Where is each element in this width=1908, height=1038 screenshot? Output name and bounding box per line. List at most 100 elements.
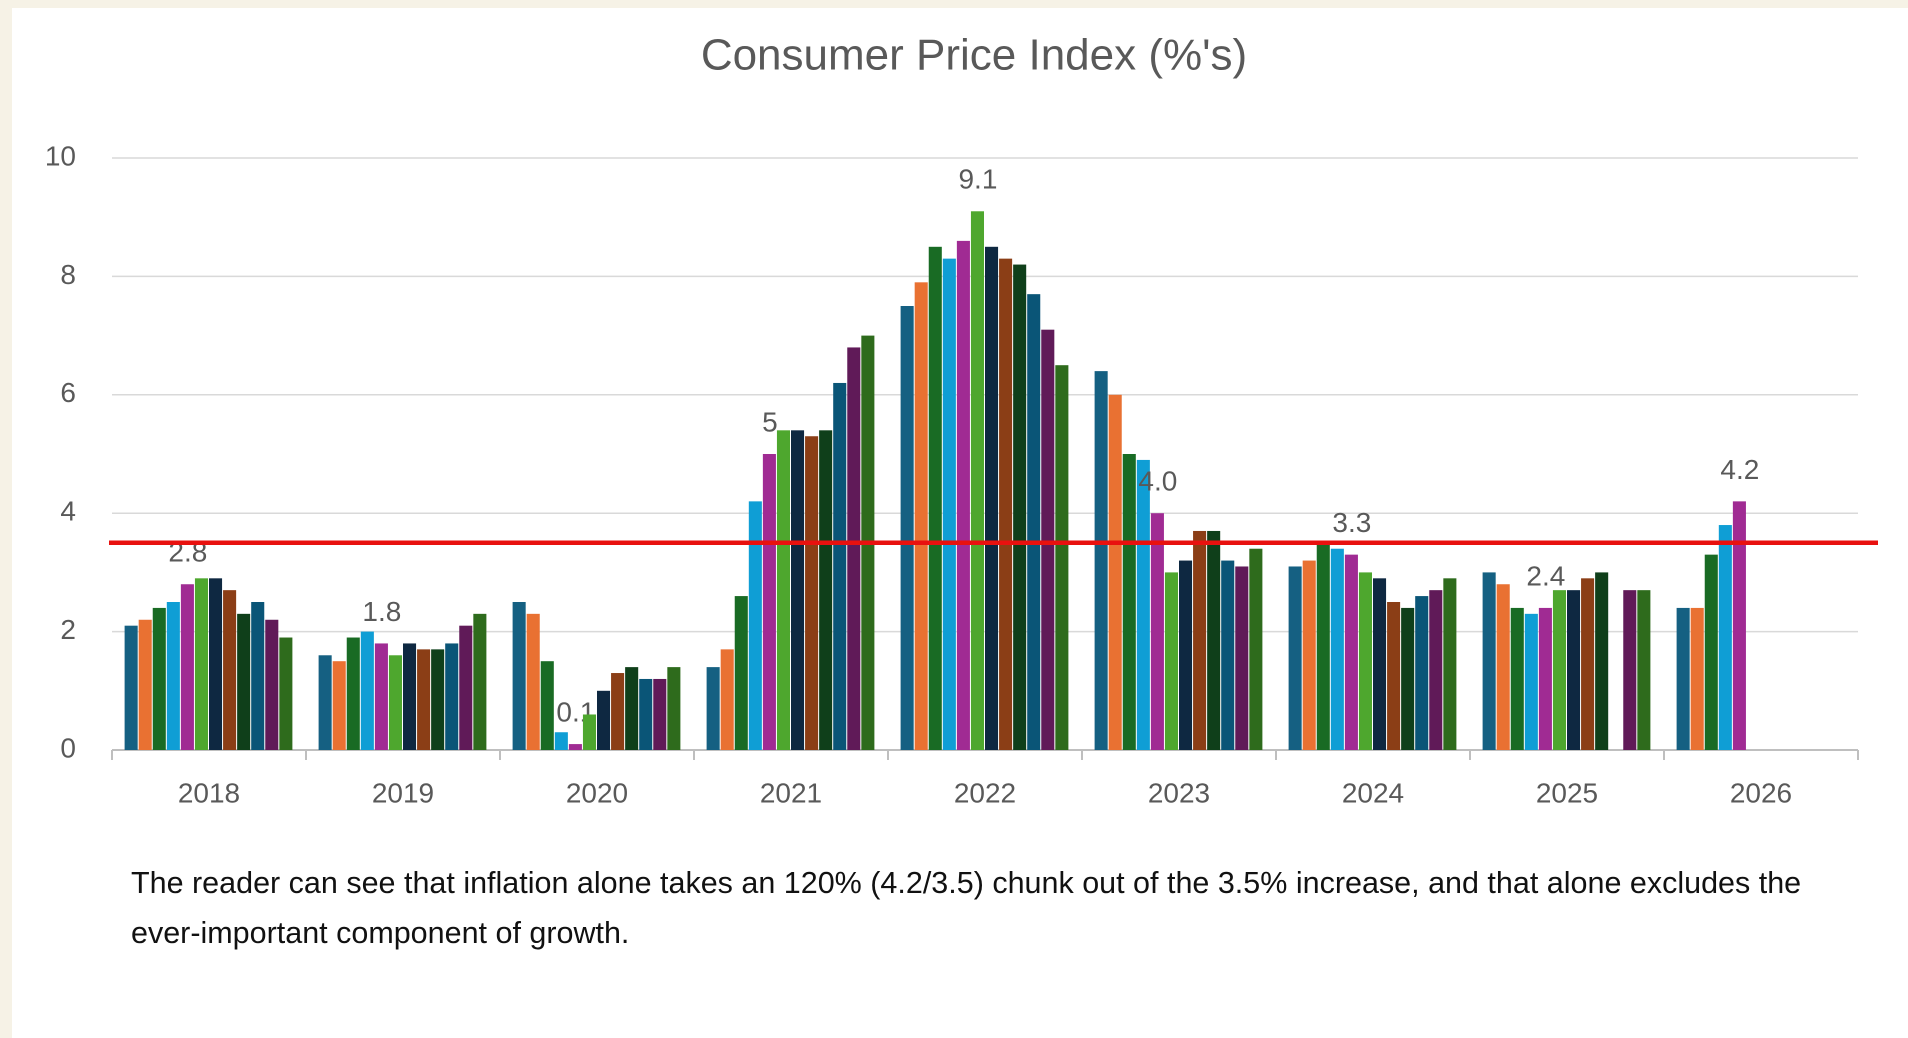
bar xyxy=(1288,566,1302,750)
bar xyxy=(956,240,970,750)
bar xyxy=(928,246,942,751)
y-tick-label: 6 xyxy=(60,377,76,408)
bar xyxy=(138,619,152,750)
bar xyxy=(734,596,748,750)
x-tick-label: 2026 xyxy=(1730,777,1792,808)
bar xyxy=(1055,365,1069,750)
bar xyxy=(1676,607,1690,750)
bar xyxy=(1401,607,1415,750)
chart-title: Consumer Price Index (%'s) xyxy=(701,31,1247,80)
bar xyxy=(914,282,928,750)
bar xyxy=(1623,590,1637,750)
data-label: 2.4 xyxy=(1526,560,1565,591)
note: The reader can see that inflation alone … xyxy=(131,866,1802,950)
bar xyxy=(1136,459,1150,750)
bar xyxy=(374,643,388,750)
bar xyxy=(1302,560,1316,750)
bar xyxy=(805,436,819,750)
bar xyxy=(1249,548,1263,750)
bar xyxy=(942,258,956,750)
bar xyxy=(1595,572,1609,750)
bar xyxy=(1027,294,1041,750)
bar xyxy=(209,578,223,750)
bar xyxy=(1482,572,1496,750)
x-tick-label: 2022 xyxy=(954,777,1016,808)
bar xyxy=(445,643,459,750)
bar xyxy=(819,430,833,750)
bar xyxy=(332,661,346,750)
bar xyxy=(265,619,279,750)
bar xyxy=(1164,572,1178,750)
bar xyxy=(1207,530,1221,750)
bar xyxy=(1330,548,1344,750)
bar xyxy=(554,732,568,750)
bar xyxy=(999,258,1013,750)
bar xyxy=(1221,560,1235,750)
x-tick-label: 2018 xyxy=(178,777,240,808)
bar xyxy=(346,637,360,750)
bar xyxy=(1041,329,1055,750)
bar xyxy=(1538,607,1552,750)
bar xyxy=(847,347,861,750)
y-tick-label: 10 xyxy=(45,140,76,171)
bar xyxy=(748,501,762,750)
bar xyxy=(1415,596,1429,750)
x-tick-label: 2023 xyxy=(1148,777,1210,808)
bar xyxy=(625,667,639,750)
bar xyxy=(762,454,776,750)
bar xyxy=(1567,590,1581,750)
bar xyxy=(1581,578,1595,750)
bar xyxy=(360,631,374,750)
bar xyxy=(582,714,596,750)
bar xyxy=(1524,613,1538,750)
bar xyxy=(900,306,914,750)
bar xyxy=(152,607,166,750)
bar xyxy=(403,643,417,750)
bar xyxy=(318,655,332,750)
bar xyxy=(1150,513,1164,750)
bar xyxy=(1496,584,1510,750)
data-label: 4.2 xyxy=(1720,454,1759,485)
bar xyxy=(1344,554,1358,750)
bar xyxy=(985,246,999,751)
data-label: 5 xyxy=(762,406,778,437)
bar xyxy=(251,602,265,750)
bar xyxy=(1443,578,1457,750)
bar xyxy=(526,613,540,750)
bar xyxy=(223,590,237,750)
bar xyxy=(1732,501,1746,750)
bar xyxy=(568,744,582,750)
bar xyxy=(597,690,611,750)
bar xyxy=(459,625,473,750)
data-label: 9.1 xyxy=(958,164,997,195)
x-tick-label: 2021 xyxy=(760,777,822,808)
bar xyxy=(776,430,790,750)
bar xyxy=(1108,394,1122,750)
bar xyxy=(1013,264,1027,750)
bar xyxy=(431,649,445,750)
bar xyxy=(388,655,402,750)
bar xyxy=(512,602,526,750)
data-label: 1.8 xyxy=(362,596,401,627)
bar xyxy=(970,211,984,750)
data-label: 3.3 xyxy=(1332,507,1371,538)
bar xyxy=(1193,530,1207,750)
bar xyxy=(1235,566,1249,750)
bar xyxy=(417,649,431,750)
bar xyxy=(194,578,208,750)
bar xyxy=(1718,525,1732,750)
bar xyxy=(473,613,487,750)
data-label: 4.0 xyxy=(1138,466,1177,497)
x-tick-label: 2019 xyxy=(372,777,434,808)
bar xyxy=(1510,607,1524,750)
bar xyxy=(1690,607,1704,750)
bar xyxy=(279,637,293,750)
x-tick-label: 2024 xyxy=(1342,777,1404,808)
y-tick-label: 0 xyxy=(60,732,76,763)
bar xyxy=(1358,572,1372,750)
bar xyxy=(1704,554,1718,750)
y-tick-label: 2 xyxy=(60,614,76,645)
bar xyxy=(1316,542,1330,750)
bar xyxy=(611,673,625,750)
